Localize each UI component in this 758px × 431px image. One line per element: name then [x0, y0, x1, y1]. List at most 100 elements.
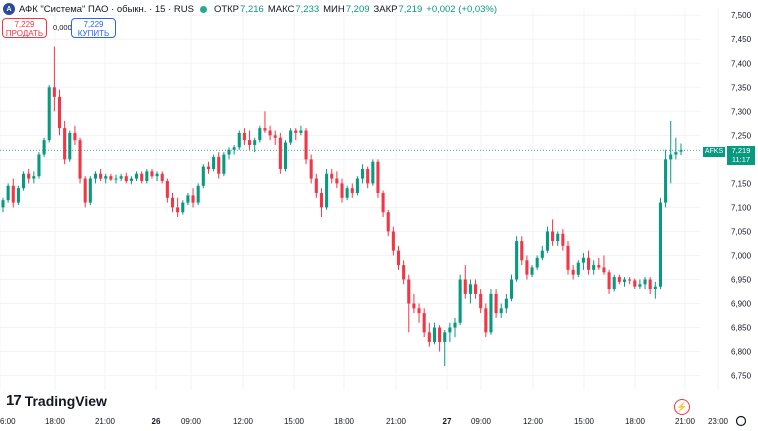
candle-body: [499, 308, 503, 314]
candle: [628, 277, 632, 285]
candle: [417, 303, 421, 323]
candle-body: [181, 202, 185, 213]
candle-body: [11, 185, 15, 203]
candle: [47, 84, 51, 143]
tradingview-mark-icon: 17: [6, 392, 22, 409]
candle: [99, 168, 103, 181]
candle-body: [515, 241, 519, 280]
sell-button[interactable]: 7,229 ПРОДАТЬ: [2, 18, 47, 38]
candle: [407, 274, 411, 333]
x-tick-label: 21:00: [675, 417, 696, 426]
candle-body: [160, 173, 164, 181]
candle: [474, 279, 478, 299]
spread-value: 0,000: [53, 23, 72, 32]
candle: [114, 174, 118, 184]
candle-body: [201, 166, 205, 186]
candle: [1, 197, 5, 213]
candle: [381, 190, 385, 218]
candle: [57, 89, 62, 136]
candle: [160, 171, 164, 184]
time-axis[interactable]: 6:00 18:00 21:00 26 09:00 12:00 15:00 18:00 21:0…: [0, 417, 729, 426]
candle-body: [222, 154, 226, 174]
candle-body: [381, 192, 385, 213]
y-tick-label: 6,800: [731, 348, 752, 357]
candle-body: [463, 279, 467, 294]
low-value: 7,209: [345, 3, 370, 15]
candle: [602, 255, 606, 275]
candle: [119, 173, 123, 181]
candle-body: [448, 327, 452, 333]
candle-body: [643, 279, 647, 285]
candle-body: [227, 149, 231, 155]
candle-body: [170, 197, 175, 208]
price-axis[interactable]: 7,5007,4507,4007,3507,3007,2507,2007,150…: [731, 11, 752, 380]
sell-label: ПРОДАТЬ: [5, 29, 44, 38]
candle: [669, 120, 673, 184]
candle: [206, 161, 210, 174]
candle-body: [119, 176, 123, 179]
bar-countdown: 11:17: [731, 155, 751, 164]
candle: [68, 130, 72, 162]
candle: [494, 289, 498, 318]
candle-body: [88, 178, 92, 203]
candle: [361, 164, 365, 184]
candle: [658, 197, 662, 290]
x-tick-label: 23:00: [708, 417, 729, 426]
candle-body: [653, 286, 657, 290]
candle: [653, 281, 657, 299]
candle-body: [561, 233, 565, 246]
candle-body: [42, 140, 46, 155]
candle: [438, 325, 442, 352]
candle-body: [63, 128, 67, 160]
settings-icon[interactable]: [735, 415, 747, 427]
candle-body: [191, 195, 195, 203]
lightning-icon[interactable]: ⚡: [674, 399, 690, 415]
candle-body: [6, 185, 10, 201]
company-logo: A: [3, 3, 15, 15]
symbol-title[interactable]: АФК "Система" ПАО · обыкн. · 15 · RUS: [19, 3, 194, 15]
candle: [551, 219, 555, 246]
candle-body: [525, 260, 529, 275]
candle-body: [576, 262, 580, 275]
candle: [104, 173, 108, 184]
candle-body: [412, 303, 416, 309]
candle-body: [330, 173, 334, 179]
candle: [643, 277, 647, 290]
candle: [335, 171, 339, 189]
candle-body: [1, 200, 5, 208]
candle: [345, 185, 349, 201]
buy-price: 7,229: [83, 20, 104, 29]
candle: [227, 147, 231, 160]
x-tick-label: 12:00: [233, 417, 254, 426]
candle: [283, 140, 288, 172]
candle: [556, 231, 560, 246]
candle-body: [57, 96, 62, 129]
candle-body: [504, 298, 508, 309]
candle-body: [273, 135, 277, 138]
candle: [581, 253, 585, 270]
x-tick-label: 21:00: [386, 417, 407, 426]
candle-body: [432, 327, 436, 342]
candle: [78, 137, 82, 184]
last-price-tag: 7,219 11:17: [727, 146, 755, 165]
candle-body: [16, 188, 20, 203]
candle: [212, 154, 216, 172]
candle-body: [427, 332, 431, 342]
tradingview-logo[interactable]: 17 TradingView: [6, 392, 107, 409]
buy-button[interactable]: 7,229 КУПИТЬ: [71, 18, 116, 38]
candle: [201, 164, 205, 189]
candle: [376, 159, 380, 198]
candle-body: [628, 279, 632, 281]
candle: [576, 260, 580, 278]
candle: [304, 128, 308, 165]
symbol-header: A АФК "Система" ПАО · обыкн. · 15 · RUS …: [0, 0, 497, 18]
candle-body: [479, 293, 483, 309]
sell-price: 7,229: [14, 20, 35, 29]
candle-body: [253, 140, 257, 145]
candle-body: [674, 152, 678, 155]
candle-body: [186, 195, 190, 203]
candle: [350, 183, 354, 198]
candle: [648, 277, 652, 294]
change-value: +0,002 (+0,03%): [426, 3, 498, 15]
